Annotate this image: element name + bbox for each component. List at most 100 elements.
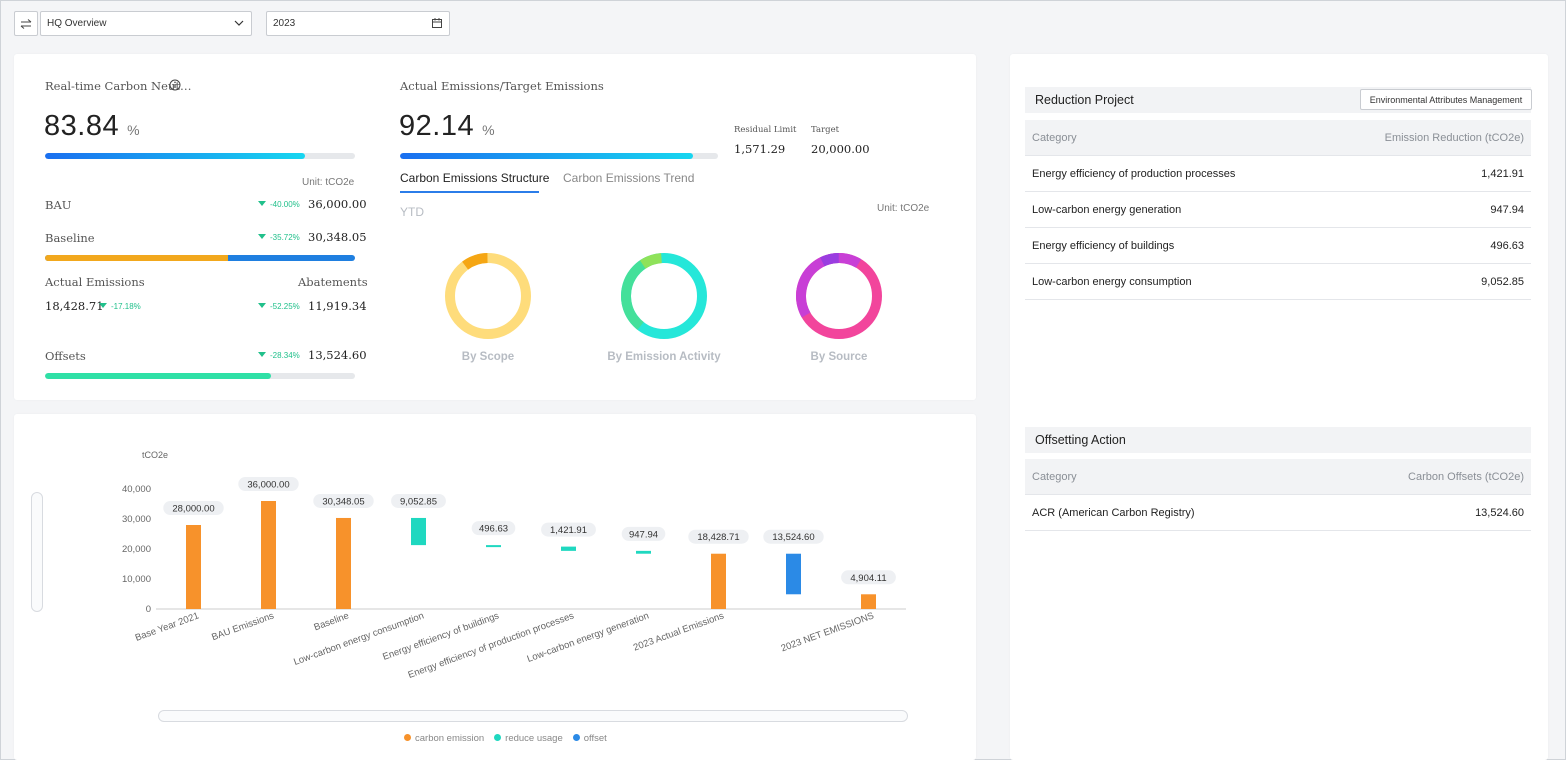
abatements-value: 11,919.34 (308, 299, 367, 313)
legend-item-reduce-usage[interactable]: reduce usage (494, 733, 563, 744)
donut-by-source[interactable] (791, 248, 887, 344)
data-label-background (541, 522, 596, 537)
row-category: Energy efficiency of production processe… (1032, 167, 1236, 180)
horizontal-zoom-slider[interactable] (158, 710, 908, 722)
baseline-value: 30,348.05 (308, 230, 367, 244)
donut-by-scope[interactable] (440, 248, 536, 344)
actual-target-unit: % (482, 122, 496, 138)
abatements-delta: -52.25% (258, 302, 300, 311)
table-row[interactable]: Energy efficiency of buildings 496.63 (1025, 228, 1531, 264)
bau-value: 36,000.00 (308, 197, 367, 211)
actual-emissions-label: Actual Emissions (45, 275, 145, 289)
row-category: Low-carbon energy consumption (1032, 275, 1192, 288)
offsetting-action-title: Offsetting Action (1025, 427, 1531, 453)
neutrality-unit: % (127, 122, 141, 138)
neutrality-number: 83.84 (44, 110, 120, 142)
column-header-category: Category (1032, 131, 1077, 144)
legend-item-offset[interactable]: offset (572, 733, 607, 744)
donut-by-emission-activity[interactable] (616, 248, 712, 344)
y-tick-label: 40,000 (122, 484, 151, 495)
actual-emissions-delta: -17.18% (99, 302, 141, 311)
table-row[interactable]: ACR (American Carbon Registry) 13,524.60 (1025, 495, 1531, 531)
info-icon[interactable] (169, 79, 181, 91)
bar[interactable] (336, 517, 351, 609)
actual-target-value: 92.14% (399, 110, 495, 143)
swap-icon-button[interactable] (14, 11, 38, 36)
bar[interactable] (261, 501, 276, 609)
table-row[interactable]: Energy efficiency of production processe… (1025, 156, 1531, 192)
bar[interactable] (186, 525, 201, 609)
neutrality-label: Real-time Carbon Neut… (45, 79, 192, 93)
offsets-progress-fill (45, 373, 272, 379)
tab-carbon-emissions-trend[interactable]: Carbon Emissions Trend (563, 171, 695, 185)
target-value: 20,000.00 (811, 142, 870, 156)
donut-segment (445, 253, 531, 339)
table-row[interactable]: Low-carbon energy generation 947.94 (1025, 192, 1531, 228)
row-value: 496.63 (1490, 239, 1524, 252)
legend-dot (404, 734, 411, 741)
x-tick-label: BAU Emissions (210, 610, 276, 643)
neutrality-value: 83.84% (44, 110, 140, 143)
table-row[interactable]: Low-carbon energy consumption 9,052.85 (1025, 264, 1531, 300)
environmental-attributes-button[interactable]: Environmental Attributes Management (1360, 89, 1532, 110)
data-label: 4,904.11 (850, 573, 886, 584)
target-label: Target (811, 125, 840, 135)
x-tick-label: Base Year 2021 (134, 610, 201, 643)
row-category: ACR (American Carbon Registry) (1032, 506, 1195, 519)
x-tick-label: 2023 NET EMISSIONS (780, 610, 876, 654)
calendar-icon (432, 18, 442, 28)
data-label-background (163, 501, 224, 515)
data-label-background (238, 477, 299, 491)
neutrality-progress-bar (45, 153, 355, 159)
data-label: 1,421.91 (550, 525, 587, 536)
row-value: 1,421.91 (1481, 167, 1524, 180)
x-tick-label: Low-carbon energy generation (526, 610, 651, 664)
column-header-emission-reduction: Emission Reduction (tCO2e) (1384, 131, 1524, 144)
legend-text: carbon emission (415, 733, 485, 744)
year-value: 2023 (273, 18, 296, 29)
baseline-delta: -35.72% (258, 233, 300, 242)
chevron-down-icon (234, 20, 244, 26)
data-label-background (688, 529, 749, 544)
tab-carbon-emissions-structure[interactable]: Carbon Emissions Structure (400, 171, 550, 185)
neutrality-progress-fill (45, 153, 305, 159)
baseline-bar (45, 255, 355, 261)
down-arrow-icon (258, 352, 266, 357)
legend-dot (494, 734, 502, 741)
data-label-background (391, 493, 446, 508)
actual-emissions-delta-text: -17.18% (111, 302, 141, 311)
data-label: 9,052.85 (400, 496, 437, 507)
waterfall-chart: tCO2e 0 10,000 20,000 30,000 40,000 28,000.0… (122, 450, 906, 681)
data-label-background (621, 526, 666, 541)
view-select[interactable]: HQ Overview (40, 11, 252, 36)
baseline-delta-text: -35.72% (270, 233, 300, 242)
bar[interactable] (561, 546, 576, 551)
waterfall-chart-card (14, 414, 976, 760)
kpi-card (14, 54, 976, 400)
actual-target-label: Actual Emissions/Target Emissions (400, 79, 604, 93)
x-tick-label: Low-carbon energy consumption (292, 610, 425, 667)
structure-unit: Unit: tCO2e (877, 203, 930, 214)
donut-segment (445, 253, 531, 339)
view-select-value: HQ Overview (47, 18, 107, 29)
row-value: 947.94 (1490, 203, 1524, 216)
year-picker[interactable]: 2023 (266, 11, 450, 36)
bar[interactable] (411, 517, 426, 546)
chart-legend: carbon emission reduce usage offset (404, 733, 607, 744)
data-label: 36,000.00 (247, 480, 289, 491)
data-label: 496.63 (479, 524, 508, 535)
bar[interactable] (486, 545, 501, 548)
data-label-background (313, 493, 374, 508)
residual-limit-value: 1,571.29 (734, 142, 786, 156)
bau-delta: -40.00% (258, 200, 300, 209)
vertical-zoom-slider[interactable] (31, 492, 43, 612)
bar[interactable] (636, 550, 651, 554)
reduction-table: Category Emission Reduction (tCO2e) Ener… (1025, 120, 1531, 300)
legend-item-carbon-emission[interactable]: carbon emission (404, 733, 484, 744)
baseline-label: Baseline (45, 231, 95, 245)
row-value: 13,524.60 (1475, 506, 1524, 519)
down-arrow-icon (258, 201, 266, 206)
bar[interactable] (711, 553, 726, 609)
bar[interactable] (786, 553, 801, 595)
bar[interactable] (861, 594, 876, 609)
